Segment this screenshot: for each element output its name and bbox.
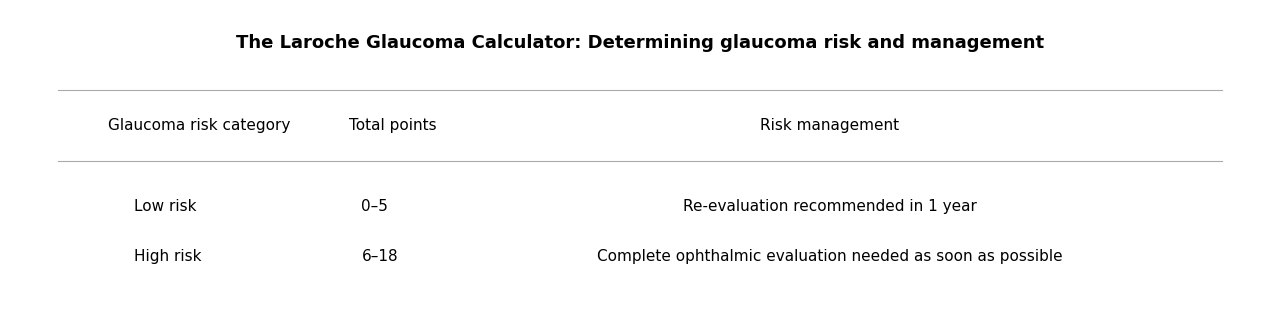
Text: 6–18: 6–18 bbox=[361, 249, 398, 264]
Text: Complete ophthalmic evaluation needed as soon as possible: Complete ophthalmic evaluation needed as… bbox=[596, 249, 1062, 264]
Text: Total points: Total points bbox=[348, 118, 436, 133]
Text: Re-evaluation recommended in 1 year: Re-evaluation recommended in 1 year bbox=[684, 198, 977, 214]
Text: Low risk: Low risk bbox=[133, 198, 196, 214]
Text: The Laroche Glaucoma Calculator: Determining glaucoma risk and management: The Laroche Glaucoma Calculator: Determi… bbox=[236, 34, 1044, 52]
Text: Risk management: Risk management bbox=[760, 118, 900, 133]
Text: 0–5: 0–5 bbox=[361, 198, 388, 214]
Text: High risk: High risk bbox=[133, 249, 201, 264]
Text: Glaucoma risk category: Glaucoma risk category bbox=[109, 118, 291, 133]
